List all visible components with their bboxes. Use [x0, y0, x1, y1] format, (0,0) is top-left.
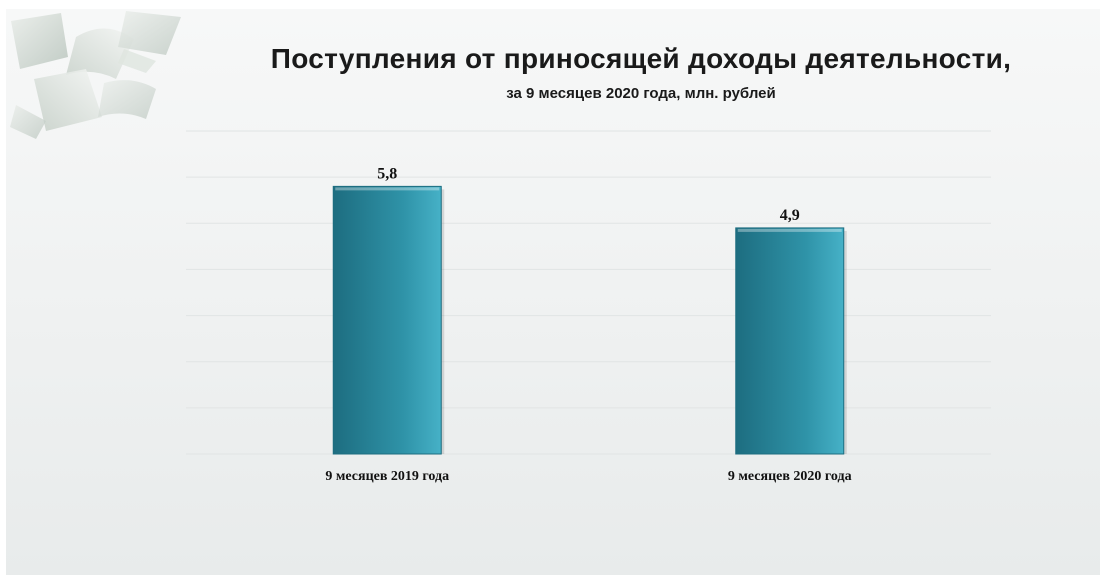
- slide: Поступления от приносящей доходы деятель…: [6, 9, 1100, 575]
- bar-chart: 5,8 9 месяцев 2019 года 4,9 9 месяцев 2020 …: [186, 130, 991, 484]
- chart-subtitle: за 9 месяцев 2020 года, млн. рублей: [506, 85, 776, 102]
- data-label: 5,8: [377, 165, 397, 182]
- bar-highlight: [335, 187, 440, 191]
- chart-title: Поступления от приносящей доходы деятель…: [270, 43, 1012, 74]
- bar: [332, 185, 442, 455]
- bar-highlight: [737, 228, 842, 232]
- labels: 5,8 9 месяцев 2019 года 4,9 9 месяцев 2020 …: [325, 165, 851, 484]
- paper-sheets-icon: [10, 11, 181, 139]
- x-tick-label: 9 месяцев 2019 года: [325, 469, 449, 484]
- bar: [735, 227, 845, 455]
- bars: [332, 185, 847, 455]
- gridlines: [186, 130, 991, 455]
- data-label: 4,9: [780, 207, 800, 224]
- x-tick-label: 9 месяцев 2020 года: [728, 469, 852, 484]
